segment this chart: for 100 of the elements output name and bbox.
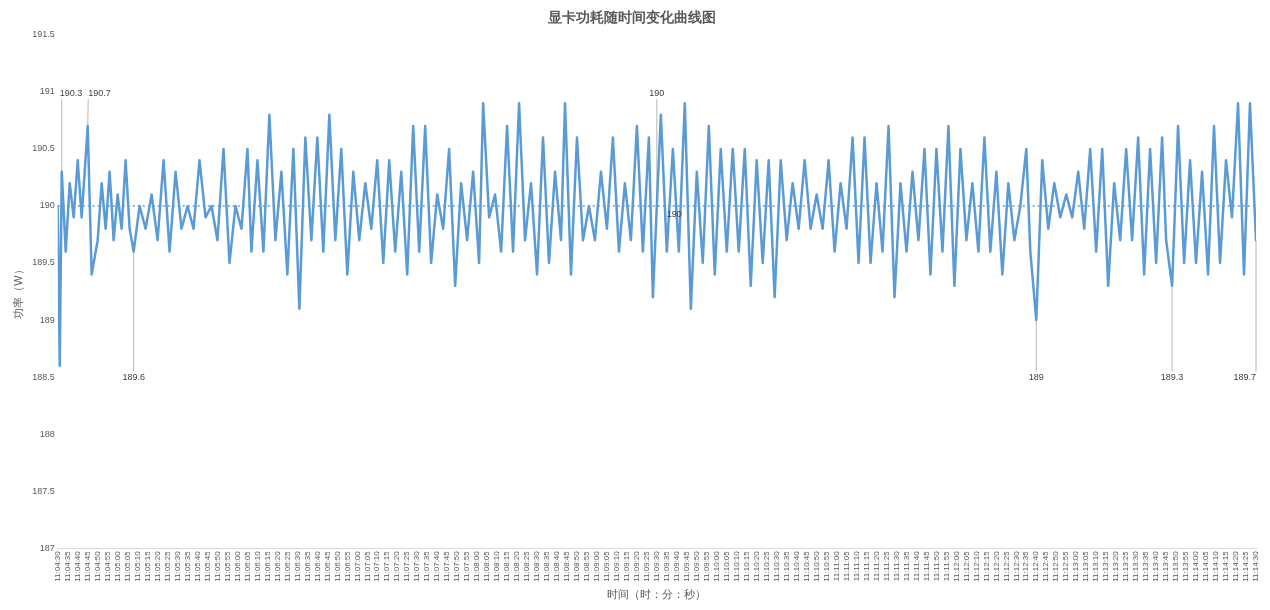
y-axis-title: 功率（W）: [11, 264, 24, 319]
x-tick-label: 11:04:30: [52, 550, 62, 582]
x-tick-label: 11:06:15: [262, 550, 272, 582]
annotation: 189.6: [122, 372, 145, 383]
x-tick-label: 11:12:20: [991, 550, 1001, 582]
x-tick-label: 11:10:55: [821, 550, 831, 582]
y-tick-label: 190.5: [32, 143, 55, 154]
x-tick-label: 11:10:40: [791, 550, 801, 582]
x-tick-label: 11:10:05: [721, 550, 731, 582]
ref-line-label: 190: [666, 209, 682, 220]
x-tick-label: 11:09:50: [692, 550, 701, 582]
x-tick-label: 11:14:20: [1231, 550, 1241, 582]
x-tick-label: 11:04:35: [62, 550, 72, 582]
x-tick-label: 11:07:55: [462, 550, 472, 582]
x-tick-label: 11:11:20: [871, 550, 881, 582]
x-tick-label: 11:04:45: [82, 550, 92, 582]
x-tick-label: 11:08:15: [502, 550, 512, 582]
x-tick-label: 11:06:30: [292, 550, 302, 582]
x-tick-label: 11:06:05: [242, 550, 252, 582]
y-tick-label: 187: [39, 542, 55, 553]
x-tick-label: 11:09:30: [652, 550, 662, 582]
x-tick-label: 11:08:40: [552, 550, 562, 582]
annotation: 189.3: [1160, 372, 1184, 383]
x-tick-label: 11:07:15: [382, 550, 392, 582]
x-tick-label: 11:10:35: [781, 550, 791, 582]
x-tick-label: 11:07:10: [372, 550, 382, 582]
x-tick-label: 11:07:30: [412, 550, 422, 582]
x-tick-label: 11:08:10: [492, 550, 502, 582]
x-tick-label: 11:10:20: [751, 550, 761, 582]
x-tick-label: 11:05:00: [112, 550, 122, 582]
x-tick-label: 11:10:15: [741, 550, 751, 582]
x-tick-label: 11:07:00: [352, 550, 362, 582]
x-tick-label: 11:13:50: [1171, 550, 1181, 582]
y-tick-label: 189.5: [32, 257, 55, 268]
x-tick-label: 11:11:05: [841, 550, 851, 582]
x-tick-label: 11:05:20: [152, 550, 162, 582]
x-tick-label: 11:06:20: [272, 550, 282, 582]
x-tick-label: 11:12:45: [1041, 550, 1051, 582]
x-tick-label: 11:12:55: [1061, 550, 1071, 582]
x-tick-label: 11:08:25: [522, 550, 532, 582]
x-tick-label: 11:09:45: [682, 550, 692, 582]
x-tick-label: 11:05:10: [132, 550, 142, 582]
x-tick-label: 11:11:25: [881, 550, 891, 582]
x-tick-label: 11:12:00: [951, 550, 961, 582]
x-tick-label: 11:14:05: [1201, 550, 1211, 582]
x-tick-label: 11:07:50: [452, 550, 462, 582]
x-tick-label: 11:11:45: [921, 550, 931, 582]
x-tick-label: 11:08:55: [582, 550, 592, 582]
x-tick-label: 11:08:45: [562, 550, 572, 582]
x-tick-label: 11:07:20: [392, 550, 402, 582]
x-tick-label: 11:11:40: [911, 550, 921, 582]
x-tick-label: 11:05:35: [182, 550, 192, 582]
x-tick-label: 11:05:15: [142, 550, 152, 582]
x-tick-label: 11:06:10: [252, 550, 262, 582]
x-tick-label: 11:12:05: [961, 550, 971, 582]
x-tick-label: 11:11:35: [901, 550, 911, 582]
x-tick-label: 11:13:05: [1081, 550, 1091, 582]
y-tick-label: 189: [39, 314, 55, 325]
y-tick-label: 188.5: [32, 371, 55, 382]
x-tick-label: 11:13:25: [1121, 550, 1131, 582]
x-tick-label: 11:10:45: [801, 550, 811, 582]
x-tick-label: 11:09:10: [612, 550, 622, 582]
x-tick-label: 11:06:25: [282, 550, 292, 582]
x-tick-label: 11:13:35: [1141, 550, 1151, 582]
x-tick-label: 11:10:10: [731, 550, 741, 582]
x-axis-title: 时间（时：分：秒）: [607, 588, 707, 601]
x-tick-label: 11:07:25: [402, 550, 412, 582]
x-tick-label: 11:12:50: [1051, 550, 1061, 582]
x-tick-label: 11:13:20: [1111, 550, 1121, 582]
x-tick-label: 11:11:00: [831, 550, 841, 582]
x-tick-label: 11:14:00: [1191, 550, 1201, 582]
x-tick-label: 11:05:50: [212, 550, 222, 582]
x-tick-label: 11:11:15: [861, 550, 871, 582]
x-tick-label: 11:07:45: [442, 550, 452, 582]
x-tick-label: 11:12:25: [1001, 550, 1011, 582]
x-tick-label: 11:06:40: [312, 550, 322, 582]
x-tick-label: 11:08:20: [512, 550, 522, 582]
y-tick-label: 191.5: [32, 29, 55, 40]
x-tick-label: 11:13:30: [1131, 550, 1141, 582]
x-tick-label: 11:07:40: [432, 550, 442, 582]
x-tick-label: 11:09:55: [702, 550, 711, 582]
x-tick-label: 11:12:10: [971, 550, 981, 582]
annotation: 190: [649, 87, 665, 98]
x-tick-label: 11:04:55: [102, 550, 112, 582]
x-tick-label: 11:10:50: [811, 550, 821, 582]
x-tick-label: 11:14:25: [1241, 550, 1251, 582]
x-tick-label: 11:07:05: [362, 550, 372, 582]
annotation: 190.7: [88, 87, 111, 98]
x-tick-label: 11:14:30: [1251, 550, 1261, 582]
x-tick-label: 11:06:45: [322, 550, 332, 582]
x-tick-label: 11:06:50: [332, 550, 342, 582]
x-tick-label: 11:08:30: [532, 550, 542, 582]
x-tick-label: 11:13:00: [1071, 550, 1081, 582]
x-tick-label: 11:12:35: [1021, 550, 1031, 582]
x-tick-label: 11:07:35: [422, 550, 432, 582]
x-tick-label: 11:12:30: [1011, 550, 1021, 582]
x-tick-label: 11:05:55: [222, 550, 232, 582]
x-tick-label: 11:10:00: [711, 550, 721, 582]
x-tick-label: 11:09:25: [642, 550, 652, 582]
x-tick-label: 11:08:00: [472, 550, 482, 582]
